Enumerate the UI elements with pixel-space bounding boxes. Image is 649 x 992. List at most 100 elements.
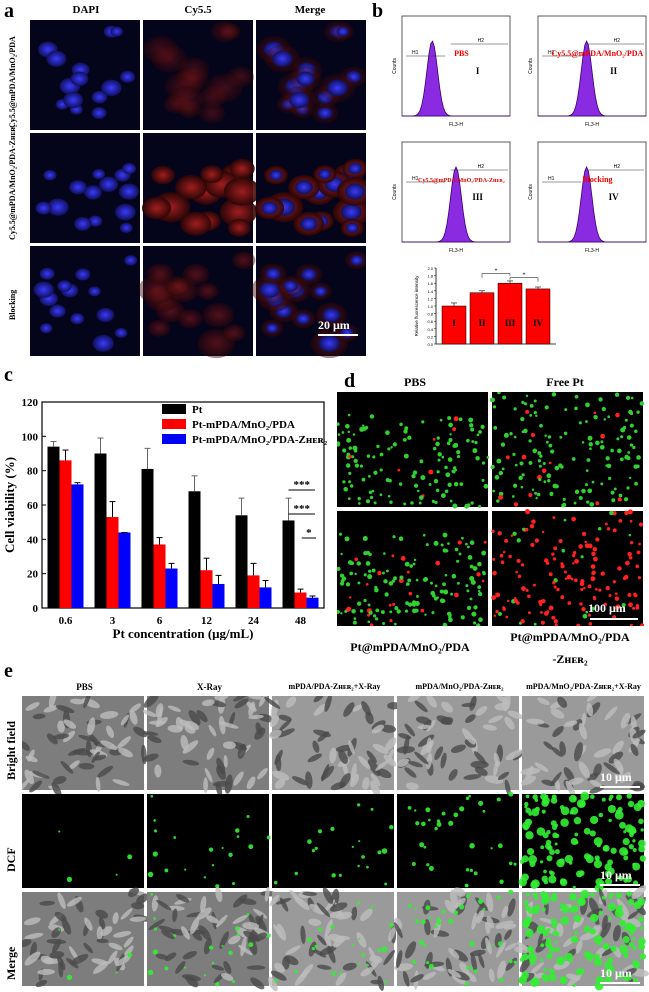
c-ytick: 20 (27, 569, 39, 581)
b-sig-2: * (523, 273, 526, 279)
e-tile (272, 794, 394, 888)
a-row-2: Cy5.5@mPDA/MnO₂/PDA-Zʜᴇʀ₂ (8, 124, 17, 240)
a-tile (30, 20, 140, 130)
y-axis-label: Counts (392, 184, 398, 200)
histogram-name: Blocking (582, 175, 612, 184)
b-ytick: 1.8 (427, 274, 433, 279)
c-ytick: 120 (22, 397, 39, 409)
c-bar (94, 453, 107, 608)
h2-label: H2 (614, 164, 621, 170)
panel-e-micrographs (22, 696, 649, 992)
histogram-roman: IV (609, 192, 620, 202)
h2-label: H2 (478, 164, 485, 170)
e-tile (22, 696, 148, 798)
e-col-4: mPDA/MnO₂/PDA-Zʜᴇʀ₂ (415, 682, 504, 691)
h1-label: H1 (412, 176, 419, 182)
e-col-5: mPDA/MnO₂/PDA-Zʜᴇʀ₂+X-Ray (526, 682, 641, 691)
h1-label: H1 (548, 50, 555, 56)
y-axis-label: Counts (392, 58, 398, 74)
b-ytick: 0.8 (427, 312, 433, 317)
b-bar-label: III (505, 318, 516, 328)
h1-label: H1 (412, 50, 419, 56)
c-bar (200, 570, 213, 608)
b-ytick: 1.4 (427, 289, 433, 294)
c-xtick: 48 (295, 615, 307, 627)
c-ylabel: Cell viability (%) (2, 457, 17, 553)
b-bar-label: I (452, 318, 456, 328)
panel-b-bar-chart: 0.0 0.2 0.4 0.6 0.8 1.0 1.2 1.4 1.6 1.8 2.0 Relativ… (414, 266, 556, 347)
live-dead-tile (337, 392, 490, 509)
b-ytick: 1.6 (427, 281, 433, 286)
live-dead-tile (491, 509, 644, 626)
panel-a-micrographs (30, 20, 366, 359)
a-row-1: Cy5.5@mPDA/MnO₂/PDA (8, 36, 17, 128)
x-axis-label: FL3-H (449, 122, 463, 128)
c-sig: * (306, 527, 312, 539)
a-col-cy55: Cy5.5 (184, 4, 212, 16)
c-legend-label: Pt (192, 404, 203, 416)
flow-histogram: H1 H2 Cy5.5@mPDA/MnO₂/PDA-Zʜᴇʀ₂ III FL3-H Cou… (392, 141, 511, 254)
c-ytick: 0 (33, 603, 39, 615)
d-bottom-label-2b: -Zʜᴇʀ₂ (552, 652, 588, 666)
e-tile (264, 696, 401, 798)
c-bar (212, 583, 225, 608)
c-bar (259, 587, 272, 608)
e-scale-bar-1 (600, 786, 640, 788)
a-tile (30, 246, 140, 356)
c-legend-label: Pt-mPDA/MnO₂/PDA (192, 419, 295, 431)
b-ytick: 1.2 (427, 296, 433, 301)
c-xtick: 24 (248, 615, 260, 627)
e-tile (514, 885, 649, 991)
c-xtick: 12 (201, 615, 213, 627)
c-bar (59, 460, 72, 608)
c-bar (141, 468, 154, 608)
a-tile (138, 246, 256, 359)
e-tile (268, 887, 397, 992)
c-bar (306, 597, 319, 608)
c-ytick: 60 (27, 500, 39, 512)
b-bar-ylabel: Relative fluorescence intensity (414, 275, 419, 337)
a-scale-bar (318, 334, 358, 336)
a-tile (254, 133, 366, 243)
b-bar (497, 282, 523, 345)
a-tile (30, 133, 140, 243)
d-scale-bar (590, 618, 638, 620)
y-axis-label: Counts (528, 184, 534, 200)
panel-c-label: c (4, 364, 13, 386)
b-bar-label: IV (533, 318, 544, 328)
h2-label: H2 (478, 38, 485, 44)
e-scale-text-3: 10 μm (600, 966, 632, 980)
e-scale-text-2: 10 μm (600, 868, 632, 882)
a-tile (256, 20, 366, 130)
e-tile (142, 696, 276, 797)
a-tile (141, 133, 261, 243)
d-scale-text: 100 μm (588, 601, 626, 615)
a-tile (251, 246, 366, 359)
a-row-3: Blocking (8, 289, 17, 320)
h2-label: H2 (614, 38, 621, 44)
a-col-dapi: DAPI (72, 4, 100, 16)
x-axis-label: FL3-H (449, 248, 463, 254)
c-bar (153, 544, 166, 608)
c-ytick: 100 (22, 431, 39, 443)
e-tile (147, 794, 271, 889)
c-legend-swatch (162, 434, 186, 444)
e-row-1: Bright field (4, 721, 18, 780)
c-legend-swatch (162, 419, 186, 429)
e-tile (397, 791, 519, 888)
e-scale-text-1: 10 μm (600, 770, 632, 784)
d-bottom-label-1: Pt@mPDA/MnO₂/PDA (350, 640, 470, 654)
e-row-3: Merge (4, 946, 18, 980)
live-dead-tile (489, 392, 644, 508)
b-ytick: 0.2 (427, 334, 433, 339)
c-xtick: 3 (110, 615, 116, 627)
h1-label: H1 (548, 176, 555, 182)
e-scale-bar-3 (600, 982, 640, 984)
flow-histogram: H1 H2 Cy5.5@mPDA/MnO₂/PDA II FL3-H Counts (528, 15, 647, 128)
flow-histogram: H1 H2 PBS I FL3-H Counts (392, 15, 511, 128)
e-tile (396, 696, 525, 796)
b-ytick: 2.0 (427, 266, 433, 271)
panel-c-chart: 0 20 40 60 80 100 120 Cell viability (%) Pt conc… (2, 397, 328, 640)
c-bar (235, 515, 248, 608)
histogram-name: Cy5.5@mPDA/MnO₂/PDA (551, 49, 643, 58)
